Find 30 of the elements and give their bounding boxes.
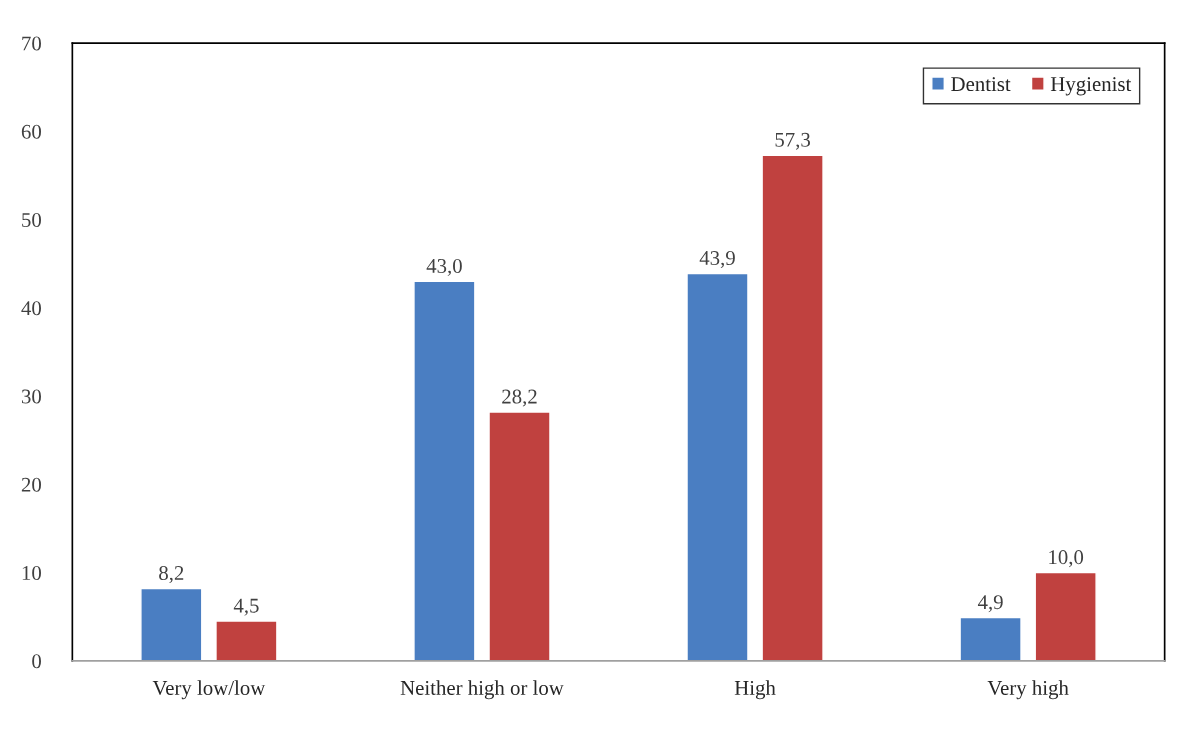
legend-label: Hygienist [1050,77,1132,96]
bar [686,272,749,661]
data-label: 4,9 [977,595,1003,613]
y-tick-label: 70 [22,36,41,51]
bar [959,616,1022,661]
bar [1034,571,1097,661]
data-label: 43,0 [426,258,462,276]
data-label: 43,9 [699,251,735,269]
data-label: 57,3 [775,132,810,150]
bar [761,154,824,661]
y-tick-label: 30 [21,389,41,404]
bar [215,620,278,661]
x-tick-label: Very low/low [152,680,266,700]
y-tick-label: 20 [21,477,41,492]
data-label: 28,2 [502,389,537,407]
data-label: 10,0 [1049,550,1084,568]
bar [140,587,203,661]
data-label: 8,2 [159,566,184,584]
y-tick-label: 10 [22,565,41,581]
bar [413,280,476,661]
data-label: 4,5 [233,598,259,616]
x-tick-label: Neither high or low [400,680,564,700]
x-tick-label: Very high [987,680,1069,700]
y-tick-label: 40 [21,301,41,316]
x-tick-label: High [734,680,776,700]
legend-label: Dentist [951,77,1011,92]
bar [488,411,551,661]
y-tick-label: 50 [22,212,41,228]
y-tick-label: 60 [21,124,41,139]
y-tick-label: 0 [32,654,41,669]
